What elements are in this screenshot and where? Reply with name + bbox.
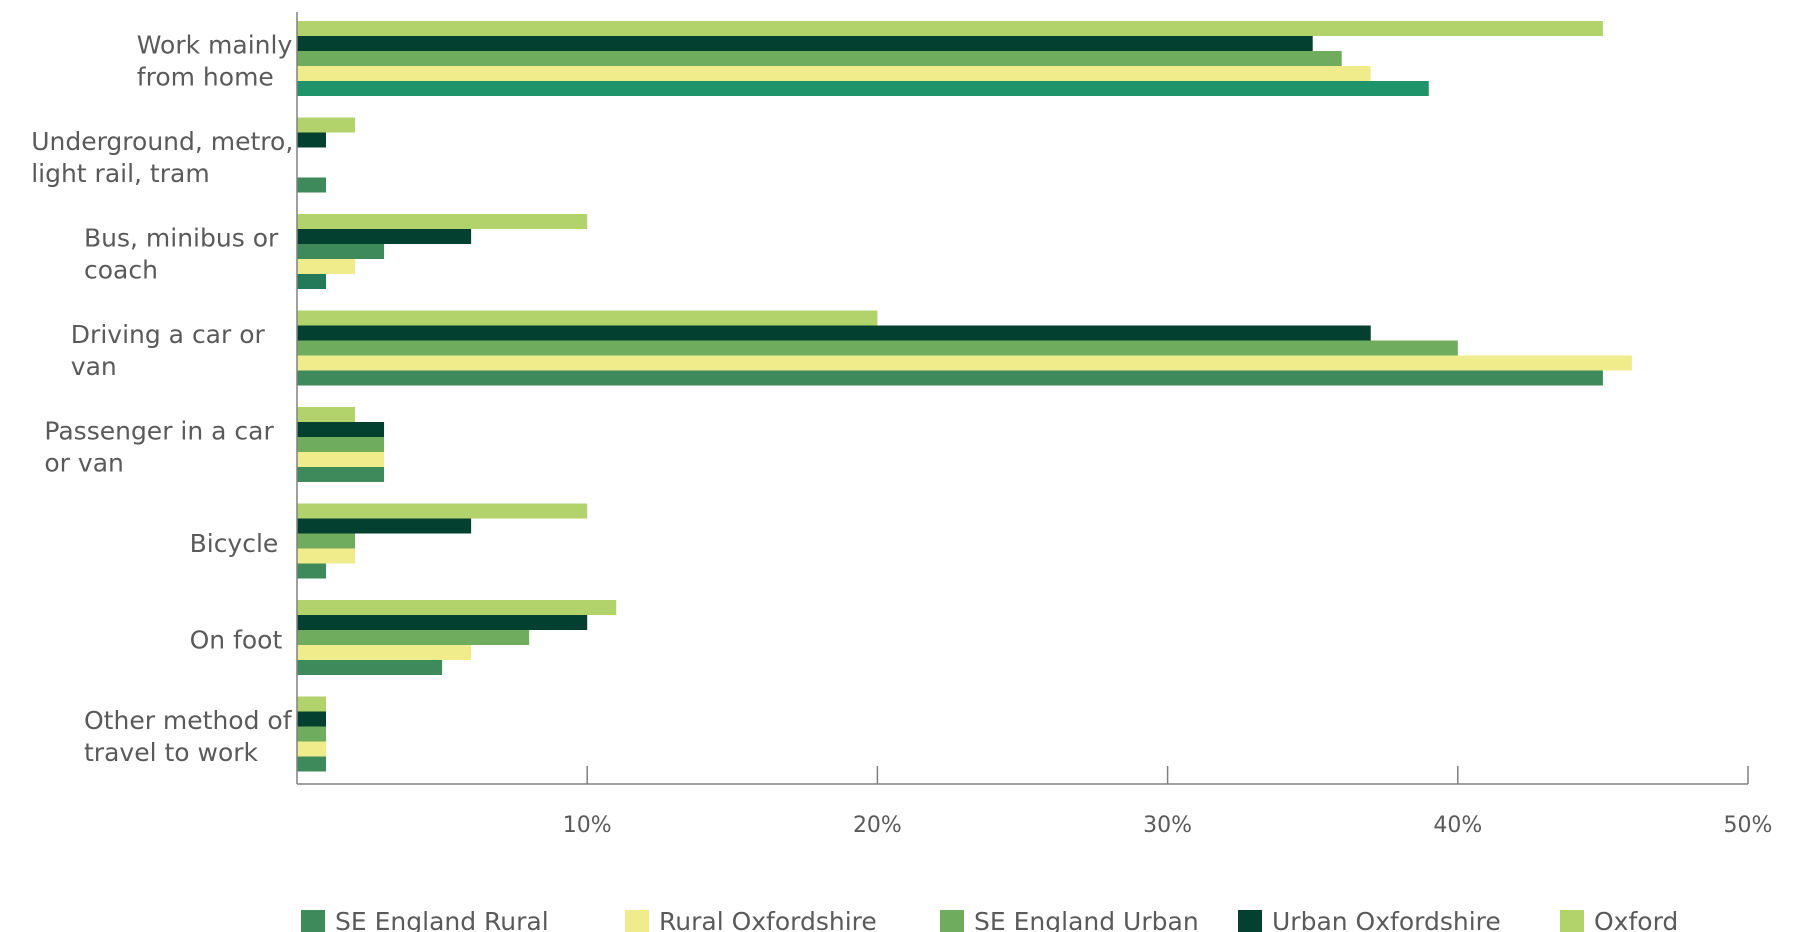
bar-se-england-rural-6 xyxy=(297,660,443,675)
category-label: Bus, minibus or xyxy=(84,223,279,252)
bar-rural-oxfordshire-3 xyxy=(297,355,1632,371)
x-tick-labels: 10% 20% 30% 40% 50% xyxy=(563,813,1773,838)
bar-se-england-rural-7 xyxy=(297,756,327,772)
legend-swatch xyxy=(1238,910,1262,932)
legend: SE England Rural Rural Oxfordshire SE Engl… xyxy=(301,907,1678,932)
x-tick-label: 40% xyxy=(1433,813,1482,838)
legend-label: Urban Oxfordshire xyxy=(1272,907,1501,932)
bar-se-england-urban-2 xyxy=(297,244,385,259)
bar-oxford-3 xyxy=(297,310,878,326)
bar-urban-oxfordshire-4 xyxy=(297,422,385,437)
bar-se-england-urban-6 xyxy=(297,630,530,645)
legend-swatch xyxy=(301,910,325,932)
bar-se-england-rural-4 xyxy=(297,467,385,482)
bar-urban-oxfordshire-2 xyxy=(297,229,472,244)
bar-se-england-rural-2 xyxy=(297,274,327,289)
bar-rural-oxfordshire-5 xyxy=(297,548,356,564)
bar-oxford-0 xyxy=(297,21,1603,36)
bar-urban-oxfordshire-6 xyxy=(297,615,588,630)
x-tick-label: 30% xyxy=(1143,813,1192,838)
bar-se-england-urban-0 xyxy=(297,51,1342,66)
category-label: or van xyxy=(44,448,123,477)
legend-label: Oxford xyxy=(1594,907,1678,932)
category-label: On foot xyxy=(190,625,283,654)
category-label: coach xyxy=(84,255,158,284)
bar-se-england-rural-5 xyxy=(297,563,327,579)
category-label: van xyxy=(71,352,117,381)
bar-oxford-1 xyxy=(297,117,356,133)
legend-label: SE England Urban xyxy=(974,907,1199,932)
bar-oxford-7 xyxy=(297,696,327,712)
bar-se-england-urban-7 xyxy=(297,726,327,742)
x-tick-label: 20% xyxy=(853,813,902,838)
axes-group xyxy=(296,12,1749,785)
x-tick-label: 10% xyxy=(563,813,612,838)
category-label: Passenger in a car xyxy=(44,416,274,445)
category-label: Work mainly xyxy=(137,30,293,59)
category-label: from home xyxy=(137,62,274,91)
bar-rural-oxfordshire-4 xyxy=(297,452,385,467)
category-labels: Work mainly from home Underground, metro, l… xyxy=(31,30,293,767)
category-label: Underground, metro, xyxy=(31,127,293,156)
legend-label: SE England Rural xyxy=(335,907,549,932)
bar-urban-oxfordshire-5 xyxy=(297,518,472,534)
bar-urban-oxfordshire-0 xyxy=(297,36,1313,51)
category-label: Other method of xyxy=(84,706,293,735)
bar-rural-oxfordshire-6 xyxy=(297,645,472,660)
bar-rural-oxfordshire-0 xyxy=(297,66,1371,81)
category-label: Driving a car or xyxy=(71,320,266,349)
legend-swatch xyxy=(625,910,649,932)
bar-urban-oxfordshire-1 xyxy=(297,132,327,148)
bar-se-england-rural-3 xyxy=(297,370,1603,386)
legend-label: Rural Oxfordshire xyxy=(659,907,877,932)
bar-se-england-urban-4 xyxy=(297,437,385,452)
bar-rural-oxfordshire-2 xyxy=(297,259,356,274)
category-label: travel to work xyxy=(84,738,259,767)
legend-swatch xyxy=(1560,910,1584,932)
x-tick-label: 50% xyxy=(1724,813,1773,838)
category-label: Bicycle xyxy=(190,529,279,558)
bar-urban-oxfordshire-7 xyxy=(297,711,327,727)
legend-swatch xyxy=(940,910,964,932)
bars-group xyxy=(297,21,1632,772)
bar-se-england-rural-0 xyxy=(297,81,1429,96)
bar-rural-oxfordshire-7 xyxy=(297,741,327,757)
bar-oxford-5 xyxy=(297,503,588,519)
bar-oxford-2 xyxy=(297,214,588,229)
bar-oxford-6 xyxy=(297,600,617,615)
bar-se-england-urban-5 xyxy=(297,533,356,549)
bar-oxford-4 xyxy=(297,407,356,422)
bar-se-england-urban-3 xyxy=(297,340,1458,356)
bar-urban-oxfordshire-3 xyxy=(297,325,1371,341)
category-label: light rail, tram xyxy=(31,159,210,188)
bar-se-england-rural-1 xyxy=(297,177,327,193)
